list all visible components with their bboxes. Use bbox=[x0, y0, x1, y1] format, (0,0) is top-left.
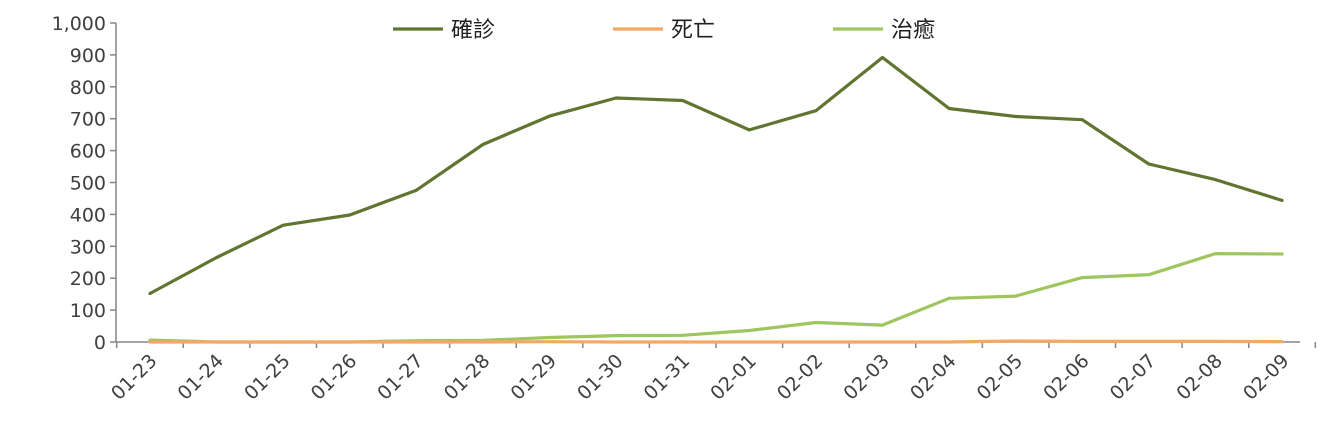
x-tick-label: 02-04 bbox=[906, 350, 961, 405]
data-point bbox=[1080, 276, 1084, 280]
data-point bbox=[1080, 118, 1084, 122]
y-tick-label: 800 bbox=[70, 77, 106, 99]
data-point bbox=[1014, 114, 1018, 118]
y-axis: 0 100 200 300 400 500 600 700 800 900 1,000 bbox=[52, 13, 117, 354]
data-point bbox=[1147, 273, 1151, 277]
y-tick-label: 900 bbox=[70, 45, 106, 67]
x-tick-label: 02-09 bbox=[1239, 350, 1294, 405]
y-tick-label: 200 bbox=[70, 268, 106, 290]
data-point bbox=[880, 340, 884, 344]
x-tick-label: 01-24 bbox=[174, 350, 229, 405]
data-point bbox=[481, 340, 485, 344]
data-point bbox=[148, 340, 152, 344]
x-tick-label: 02-02 bbox=[773, 350, 828, 405]
plot-area bbox=[148, 55, 1284, 344]
data-point bbox=[548, 336, 552, 340]
legend-item-0: 確診 bbox=[393, 18, 495, 43]
data-point bbox=[1280, 340, 1284, 344]
data-point bbox=[1213, 252, 1217, 256]
x-tick-label: 01-28 bbox=[440, 350, 495, 405]
data-point bbox=[215, 340, 219, 344]
data-point bbox=[947, 106, 951, 110]
y-tick-label: 1,000 bbox=[52, 13, 106, 35]
x-tick-label: 01-31 bbox=[640, 350, 695, 405]
x-tick-label: 01-26 bbox=[307, 350, 362, 405]
x-axis: 01-23 01-24 01-25 01-26 01-27 01-28 01-29 01-30… bbox=[107, 341, 1317, 405]
legend-label: 治癒 bbox=[891, 18, 935, 43]
x-tick-label: 01-30 bbox=[573, 350, 628, 405]
data-point bbox=[747, 128, 751, 132]
data-point bbox=[814, 109, 818, 113]
legend: 確診 死亡 治癒 bbox=[393, 18, 935, 43]
series-line-0 bbox=[148, 55, 1284, 296]
data-point bbox=[614, 334, 618, 338]
data-point bbox=[1080, 339, 1084, 343]
data-point bbox=[947, 340, 951, 344]
legend-label: 死亡 bbox=[671, 18, 715, 43]
data-point bbox=[947, 296, 951, 300]
x-tick-label: 01-25 bbox=[240, 350, 295, 405]
x-tick-label: 01-23 bbox=[107, 350, 162, 405]
y-tick-label: 700 bbox=[70, 109, 106, 131]
data-point bbox=[1014, 294, 1018, 298]
legend-item-2: 治癒 bbox=[833, 18, 935, 43]
series-line-1 bbox=[148, 339, 1284, 344]
data-point bbox=[548, 340, 552, 344]
data-point bbox=[1280, 252, 1284, 256]
data-point bbox=[814, 340, 818, 344]
data-point bbox=[681, 340, 685, 344]
data-point bbox=[481, 143, 485, 147]
data-point bbox=[215, 255, 219, 259]
x-tick-label: 02-06 bbox=[1039, 350, 1094, 405]
y-tick-label: 400 bbox=[70, 204, 106, 226]
series-line-2 bbox=[148, 252, 1284, 344]
data-point bbox=[1213, 178, 1217, 182]
data-point bbox=[348, 213, 352, 217]
legend-label: 確診 bbox=[451, 18, 495, 43]
data-point bbox=[681, 99, 685, 103]
data-point bbox=[747, 329, 751, 333]
x-tick-label: 01-27 bbox=[373, 350, 428, 405]
data-point bbox=[814, 321, 818, 325]
data-point bbox=[747, 340, 751, 344]
x-tick-label: 02-01 bbox=[706, 350, 761, 405]
data-point bbox=[1014, 339, 1018, 343]
y-tick-label: 500 bbox=[70, 173, 106, 195]
data-point bbox=[548, 114, 552, 118]
x-tick-label: 02-05 bbox=[973, 350, 1028, 405]
y-tick-label: 300 bbox=[70, 236, 106, 258]
x-tick-label: 01-29 bbox=[506, 350, 561, 405]
data-point bbox=[1147, 162, 1151, 166]
data-point bbox=[614, 340, 618, 344]
legend-item-1: 死亡 bbox=[613, 18, 715, 43]
data-point bbox=[414, 340, 418, 344]
data-point bbox=[1213, 339, 1217, 343]
data-point bbox=[880, 55, 884, 59]
y-tick-label: 0 bbox=[94, 332, 106, 354]
data-point bbox=[614, 96, 618, 100]
x-tick-label: 02-03 bbox=[839, 350, 894, 405]
data-point bbox=[1147, 339, 1151, 343]
data-point bbox=[281, 340, 285, 344]
data-point bbox=[414, 188, 418, 192]
data-point bbox=[880, 323, 884, 327]
data-point bbox=[1280, 198, 1284, 202]
y-tick-label: 600 bbox=[70, 141, 106, 163]
y-tick-label: 100 bbox=[70, 300, 106, 322]
data-point bbox=[348, 340, 352, 344]
x-tick-label: 02-08 bbox=[1172, 350, 1227, 405]
data-point bbox=[148, 292, 152, 296]
x-tick-label: 02-07 bbox=[1106, 350, 1161, 405]
data-point bbox=[281, 223, 285, 227]
data-point bbox=[681, 333, 685, 337]
